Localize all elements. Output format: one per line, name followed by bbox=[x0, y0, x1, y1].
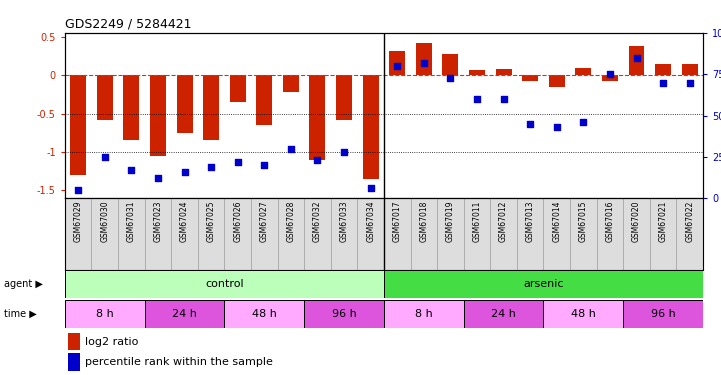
Text: GSM67024: GSM67024 bbox=[180, 200, 189, 242]
Text: 48 h: 48 h bbox=[252, 309, 277, 319]
Text: GSM67019: GSM67019 bbox=[446, 200, 455, 242]
Text: GSM67014: GSM67014 bbox=[552, 200, 561, 242]
Text: GDS2249 / 5284421: GDS2249 / 5284421 bbox=[65, 18, 191, 30]
Bar bbox=[230, 75, 246, 102]
Text: agent ▶: agent ▶ bbox=[4, 279, 43, 289]
Point bbox=[578, 119, 589, 125]
Bar bbox=[602, 75, 618, 81]
Text: log2 ratio: log2 ratio bbox=[85, 337, 138, 347]
Bar bbox=[549, 75, 565, 87]
Point bbox=[99, 154, 110, 160]
Text: arsenic: arsenic bbox=[523, 279, 564, 289]
Text: GSM67025: GSM67025 bbox=[207, 200, 216, 242]
Text: GSM67027: GSM67027 bbox=[260, 200, 269, 242]
Bar bbox=[363, 75, 379, 179]
Bar bbox=[464, 300, 544, 328]
Point bbox=[551, 124, 562, 130]
Point bbox=[365, 185, 376, 191]
Bar bbox=[443, 54, 459, 75]
Bar bbox=[123, 75, 139, 141]
Text: GSM67015: GSM67015 bbox=[579, 200, 588, 242]
Text: GSM67020: GSM67020 bbox=[632, 200, 641, 242]
Bar bbox=[336, 75, 352, 120]
Point bbox=[125, 167, 137, 173]
Text: GSM67018: GSM67018 bbox=[420, 200, 428, 242]
Point bbox=[497, 96, 509, 102]
Bar bbox=[283, 75, 299, 92]
Point bbox=[445, 75, 456, 81]
Text: percentile rank within the sample: percentile rank within the sample bbox=[85, 357, 273, 368]
Bar bbox=[681, 64, 698, 75]
Text: GSM67022: GSM67022 bbox=[685, 200, 694, 242]
Text: GSM67026: GSM67026 bbox=[233, 200, 242, 242]
Bar bbox=[384, 270, 703, 298]
Bar bbox=[304, 300, 384, 328]
Bar bbox=[389, 51, 405, 75]
Bar bbox=[150, 75, 166, 156]
Bar bbox=[177, 75, 193, 133]
Text: GSM67023: GSM67023 bbox=[154, 200, 162, 242]
Text: 96 h: 96 h bbox=[651, 309, 676, 319]
Text: 96 h: 96 h bbox=[332, 309, 356, 319]
Bar bbox=[68, 353, 79, 370]
Bar bbox=[384, 300, 464, 328]
Text: GSM67030: GSM67030 bbox=[100, 200, 110, 242]
Point bbox=[205, 164, 217, 170]
Text: 48 h: 48 h bbox=[571, 309, 596, 319]
Text: 24 h: 24 h bbox=[491, 309, 516, 319]
Text: control: control bbox=[205, 279, 244, 289]
Text: GSM67013: GSM67013 bbox=[526, 200, 535, 242]
Bar bbox=[575, 68, 591, 75]
Bar bbox=[68, 333, 79, 350]
Point bbox=[472, 96, 483, 102]
Bar bbox=[145, 300, 224, 328]
Point bbox=[179, 169, 190, 175]
Bar bbox=[65, 270, 384, 298]
Point bbox=[524, 121, 536, 127]
Point bbox=[152, 175, 164, 181]
Bar bbox=[257, 75, 273, 125]
Point bbox=[604, 71, 616, 77]
Bar bbox=[495, 69, 512, 75]
Text: GSM67017: GSM67017 bbox=[393, 200, 402, 242]
Bar bbox=[70, 75, 87, 175]
Point bbox=[311, 157, 323, 163]
Bar bbox=[224, 300, 304, 328]
Text: 8 h: 8 h bbox=[415, 309, 433, 319]
Bar bbox=[416, 43, 432, 75]
Text: GSM67033: GSM67033 bbox=[340, 200, 348, 242]
Text: GSM67029: GSM67029 bbox=[74, 200, 83, 242]
Text: GSM67012: GSM67012 bbox=[499, 200, 508, 242]
Bar bbox=[309, 75, 325, 160]
Point bbox=[684, 80, 696, 86]
Point bbox=[285, 146, 296, 152]
Text: 24 h: 24 h bbox=[172, 309, 197, 319]
Bar bbox=[544, 300, 623, 328]
Text: GSM67011: GSM67011 bbox=[472, 200, 482, 242]
Point bbox=[72, 187, 84, 193]
Bar bbox=[655, 64, 671, 75]
Point bbox=[259, 162, 270, 168]
Bar bbox=[97, 75, 112, 120]
Bar bbox=[629, 46, 645, 75]
Text: GSM67034: GSM67034 bbox=[366, 200, 375, 242]
Text: 8 h: 8 h bbox=[96, 309, 114, 319]
Point bbox=[631, 55, 642, 61]
Text: GSM67021: GSM67021 bbox=[658, 200, 668, 242]
Point bbox=[418, 60, 430, 66]
Text: GSM67016: GSM67016 bbox=[606, 200, 614, 242]
Bar bbox=[65, 300, 145, 328]
Point bbox=[658, 80, 669, 86]
Bar bbox=[522, 75, 538, 81]
Text: GSM67028: GSM67028 bbox=[286, 200, 296, 242]
Text: GSM67031: GSM67031 bbox=[127, 200, 136, 242]
Text: GSM67032: GSM67032 bbox=[313, 200, 322, 242]
Bar bbox=[623, 300, 703, 328]
Bar bbox=[469, 70, 485, 75]
Bar bbox=[203, 75, 219, 141]
Point bbox=[232, 159, 244, 165]
Point bbox=[338, 149, 350, 155]
Point bbox=[392, 63, 403, 69]
Text: time ▶: time ▶ bbox=[4, 309, 36, 319]
